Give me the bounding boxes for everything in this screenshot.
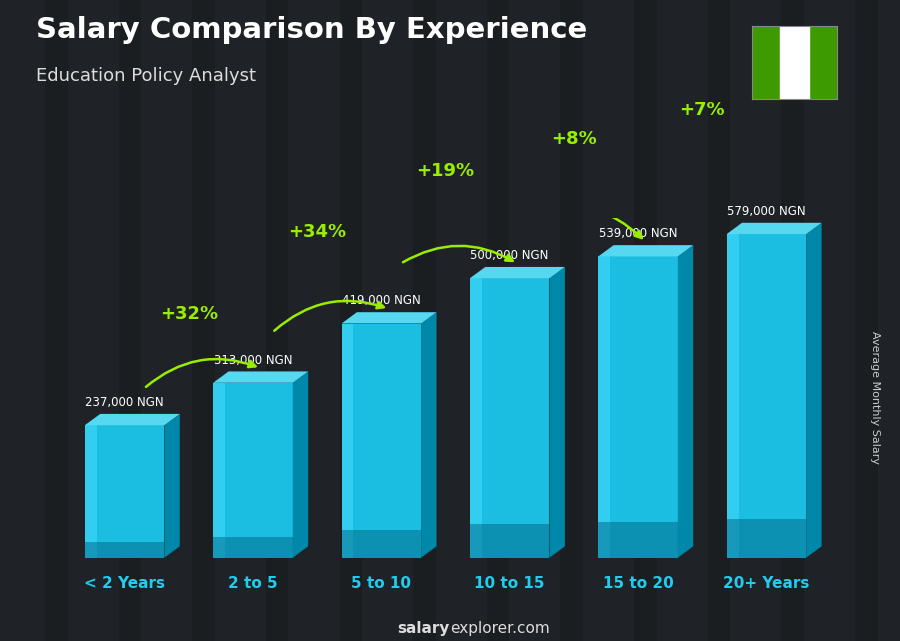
FancyArrowPatch shape bbox=[403, 246, 513, 262]
Text: 579,000 NGN: 579,000 NGN bbox=[727, 205, 806, 218]
Polygon shape bbox=[341, 324, 354, 558]
Text: Average Monthly Salary: Average Monthly Salary bbox=[869, 331, 880, 464]
Bar bbox=[193, 0, 215, 641]
Polygon shape bbox=[85, 414, 180, 425]
Bar bbox=[780, 26, 808, 99]
Text: 20+ Years: 20+ Years bbox=[724, 576, 810, 591]
Polygon shape bbox=[550, 267, 565, 558]
Polygon shape bbox=[470, 278, 550, 558]
Bar bbox=[855, 0, 878, 641]
Text: 2 to 5: 2 to 5 bbox=[228, 576, 278, 591]
FancyArrowPatch shape bbox=[532, 206, 642, 238]
Polygon shape bbox=[85, 425, 96, 558]
Text: 313,000 NGN: 313,000 NGN bbox=[213, 354, 292, 367]
Text: +8%: +8% bbox=[551, 130, 597, 148]
FancyArrowPatch shape bbox=[146, 359, 256, 387]
Text: +19%: +19% bbox=[417, 162, 474, 179]
Bar bbox=[487, 0, 509, 641]
Text: 5 to 10: 5 to 10 bbox=[351, 576, 411, 591]
Polygon shape bbox=[598, 256, 610, 558]
Text: 500,000 NGN: 500,000 NGN bbox=[471, 249, 549, 262]
Polygon shape bbox=[341, 324, 421, 558]
Text: Salary Comparison By Experience: Salary Comparison By Experience bbox=[36, 16, 587, 44]
Bar bbox=[339, 0, 362, 641]
Polygon shape bbox=[85, 542, 165, 558]
Bar bbox=[634, 0, 657, 641]
Text: 15 to 20: 15 to 20 bbox=[603, 576, 673, 591]
Polygon shape bbox=[341, 312, 436, 324]
Bar bbox=[781, 0, 804, 641]
Polygon shape bbox=[598, 522, 678, 558]
Text: < 2 Years: < 2 Years bbox=[84, 576, 165, 591]
Polygon shape bbox=[470, 267, 565, 278]
Bar bbox=[413, 0, 436, 641]
Polygon shape bbox=[213, 383, 225, 558]
Polygon shape bbox=[806, 223, 822, 558]
Bar bbox=[707, 0, 730, 641]
Text: 237,000 NGN: 237,000 NGN bbox=[86, 396, 164, 409]
Polygon shape bbox=[470, 278, 482, 558]
Polygon shape bbox=[726, 519, 806, 558]
Text: explorer.com: explorer.com bbox=[450, 621, 550, 636]
Text: +32%: +32% bbox=[159, 305, 218, 323]
Polygon shape bbox=[470, 524, 550, 558]
Bar bbox=[561, 0, 583, 641]
Text: 539,000 NGN: 539,000 NGN bbox=[598, 228, 678, 240]
FancyArrowPatch shape bbox=[660, 182, 770, 215]
Polygon shape bbox=[598, 256, 678, 558]
Text: Education Policy Analyst: Education Policy Analyst bbox=[36, 67, 256, 85]
Polygon shape bbox=[213, 371, 308, 383]
Polygon shape bbox=[213, 383, 292, 558]
Polygon shape bbox=[341, 529, 421, 558]
Polygon shape bbox=[678, 245, 693, 558]
FancyArrowPatch shape bbox=[274, 301, 383, 331]
Polygon shape bbox=[85, 425, 165, 558]
Polygon shape bbox=[726, 234, 806, 558]
Bar bbox=[119, 0, 141, 641]
Polygon shape bbox=[726, 223, 822, 234]
Polygon shape bbox=[421, 312, 436, 558]
Polygon shape bbox=[292, 371, 308, 558]
Text: +7%: +7% bbox=[680, 101, 725, 119]
Polygon shape bbox=[726, 234, 739, 558]
Polygon shape bbox=[165, 414, 180, 558]
Bar bbox=[266, 0, 288, 641]
Polygon shape bbox=[598, 245, 693, 256]
Text: 10 to 15: 10 to 15 bbox=[474, 576, 544, 591]
Text: 419,000 NGN: 419,000 NGN bbox=[342, 294, 420, 307]
Text: +34%: +34% bbox=[288, 223, 346, 241]
Text: salary: salary bbox=[398, 621, 450, 636]
Bar bbox=[45, 0, 68, 641]
Polygon shape bbox=[213, 537, 292, 558]
